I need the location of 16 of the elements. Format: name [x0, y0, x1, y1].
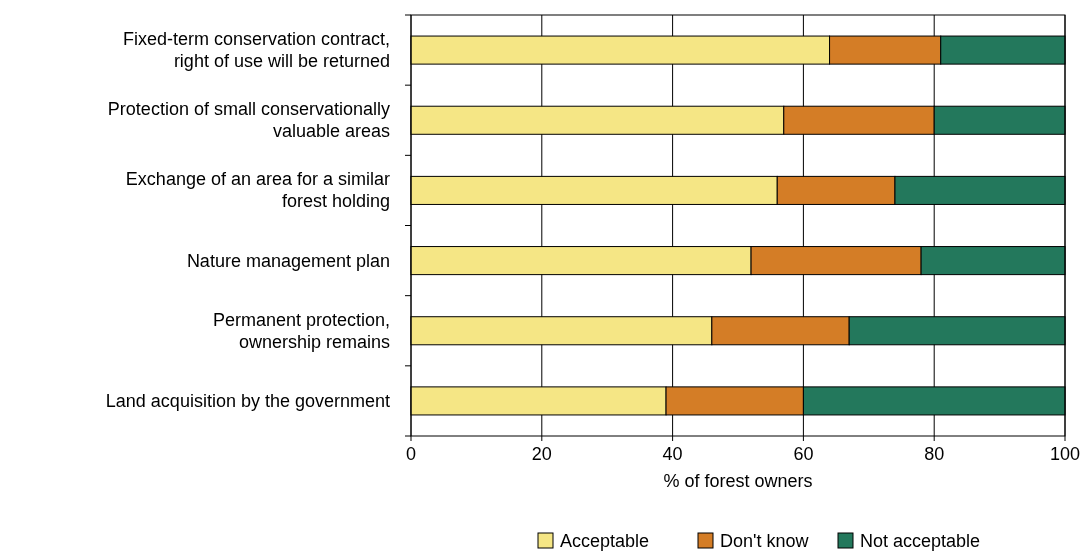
x-tick-label: 40 [662, 444, 683, 464]
legend-label: Don't know [720, 531, 810, 551]
x-tick-label: 80 [924, 444, 945, 464]
x-tick-label: 60 [793, 444, 814, 464]
x-axis-title: % of forest owners [663, 471, 813, 491]
legend-label: Not acceptable [860, 531, 981, 551]
y-tick-label: Exchange of an area for a similar forest holding [125, 169, 390, 212]
x-tick-label: 20 [531, 444, 552, 464]
x-tick-label: 0 [405, 444, 417, 464]
y-tick-label: Nature management plan [186, 250, 390, 271]
legend-label: Acceptable [560, 531, 650, 551]
x-tick-label: 100 [1049, 444, 1081, 464]
y-tick-label: Land acquisition by the government [105, 390, 390, 411]
y-tick-label: Permanent protection, ownership remains [212, 309, 390, 352]
y-tick-label: Protection of small conservationally valuable areas [107, 99, 390, 142]
y-tick-label: Fixed-term conservation contract, right of use will be returned [122, 29, 390, 72]
